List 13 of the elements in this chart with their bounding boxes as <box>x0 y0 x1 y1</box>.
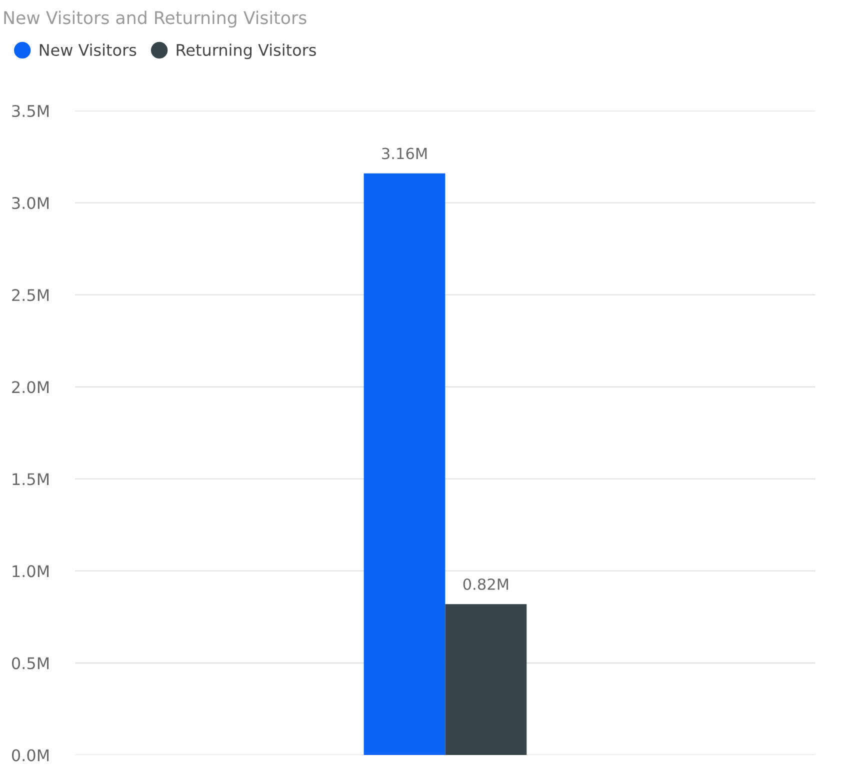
y-tick-label: 0.0M <box>12 749 49 762</box>
y-tick-label: 1.0M <box>12 565 49 578</box>
y-tick-label: 3.5M <box>12 104 49 118</box>
y-tick-label: 2.5M <box>12 289 49 302</box>
data-label: 3.16M <box>382 148 427 160</box>
legend-label: New Visitors <box>40 44 136 56</box>
y-tick-label: 1.5M <box>12 473 49 486</box>
legend-label: Returning Visitors <box>176 44 316 60</box>
y-tick-label: 3.0M <box>12 197 49 210</box>
y-tick-label: 2.0M <box>12 381 49 394</box>
chart-title: New Visitors and Returning Visitors <box>4 10 306 28</box>
y-tick-label: 0.5M <box>12 657 49 670</box>
data-label: 0.82M <box>463 578 508 590</box>
